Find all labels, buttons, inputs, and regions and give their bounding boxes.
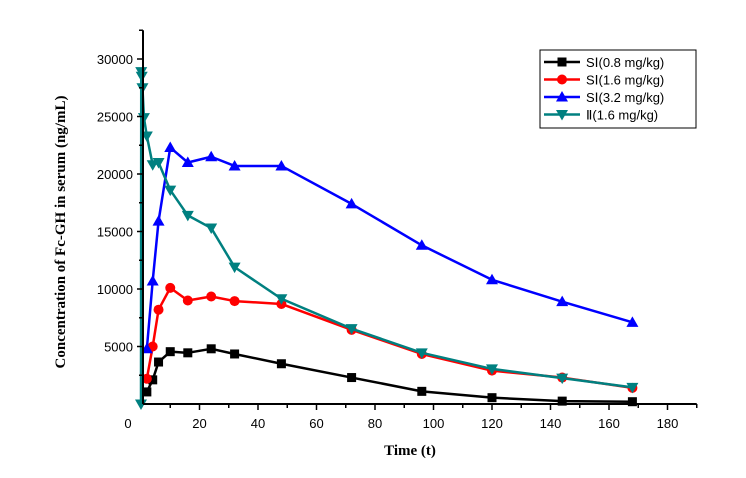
x-tick-label: 60 bbox=[309, 416, 323, 431]
data-point bbox=[148, 375, 158, 385]
data-point bbox=[417, 386, 427, 396]
legend-marker bbox=[557, 74, 567, 85]
legend-label: SⅠ(0.8 mg/kg) bbox=[586, 55, 664, 70]
x-tick-label: 20 bbox=[192, 416, 206, 431]
data-point bbox=[164, 185, 177, 197]
data-point bbox=[487, 393, 497, 403]
data-point bbox=[154, 357, 164, 367]
x-tick-label: 40 bbox=[251, 416, 265, 431]
x-ticks: 20 40 60 80 100 120 140 160 180 bbox=[169, 404, 698, 431]
legend-label: SⅠ(1.6 mg/kg) bbox=[586, 73, 664, 88]
data-point bbox=[206, 344, 216, 354]
legend-marker bbox=[556, 91, 568, 102]
data-point bbox=[230, 349, 240, 359]
x-tick-label: 180 bbox=[657, 416, 679, 431]
data-point bbox=[275, 159, 288, 171]
data-point bbox=[228, 262, 241, 274]
data-point bbox=[153, 304, 164, 315]
data-point bbox=[415, 348, 428, 359]
data-point bbox=[557, 396, 567, 406]
data-point bbox=[165, 347, 175, 357]
legend-item: Ⅱ(1.6 mg/kg) bbox=[544, 108, 658, 123]
data-point bbox=[146, 274, 159, 286]
data-point bbox=[206, 291, 217, 302]
legend-item: SⅠ(3.2 mg/kg) bbox=[544, 90, 664, 105]
axes: 20 40 60 80 100 120 140 160 180 5000 10000 15000 20… bbox=[97, 29, 698, 431]
data-point bbox=[347, 373, 357, 383]
series-0 bbox=[142, 344, 637, 407]
y-axis-title: Concentration of Fc-GH in serum (ng/mL) bbox=[53, 96, 69, 369]
data-point bbox=[486, 364, 498, 375]
data-point bbox=[152, 215, 165, 226]
data-point bbox=[345, 197, 358, 209]
data-point bbox=[205, 150, 218, 162]
data-point bbox=[135, 71, 148, 83]
y-tick-label: 10000 bbox=[97, 282, 133, 297]
y-tick-label: 20000 bbox=[97, 167, 133, 182]
y-ticks: 5000 10000 15000 20000 25000 30000 bbox=[97, 29, 143, 376]
legend-marker bbox=[557, 57, 567, 67]
data-point bbox=[556, 295, 569, 307]
x-tick-label: 140 bbox=[540, 416, 562, 431]
legend-marker bbox=[556, 110, 568, 121]
x-tick-label: 160 bbox=[598, 416, 620, 431]
data-point bbox=[165, 282, 176, 293]
data-point bbox=[276, 359, 286, 369]
y-tick-label: 25000 bbox=[97, 110, 133, 125]
data-point bbox=[626, 382, 639, 394]
data-point bbox=[182, 295, 193, 306]
legend-items: SⅠ(0.8 mg/kg) SⅠ(1.6 mg/kg) SⅠ(3.2 mg/kg) Ⅱ… bbox=[544, 55, 664, 123]
data-point bbox=[228, 159, 241, 171]
series-line bbox=[145, 146, 633, 349]
x-axis-title: Time (t) bbox=[384, 443, 436, 459]
x-tick-label: 100 bbox=[423, 416, 445, 431]
data-point bbox=[556, 373, 569, 385]
legend: SⅠ(0.8 mg/kg) SⅠ(1.6 mg/kg) SⅠ(3.2 mg/kg) Ⅱ… bbox=[539, 49, 697, 129]
legend-item: SⅠ(1.6 mg/kg) bbox=[544, 73, 664, 88]
data-point bbox=[626, 316, 639, 327]
y-tick-label: 30000 bbox=[97, 52, 133, 67]
x-origin-label: 0 bbox=[124, 416, 131, 431]
data-point bbox=[164, 141, 177, 153]
data-point bbox=[345, 324, 358, 335]
x-tick-label: 120 bbox=[481, 416, 503, 431]
data-point bbox=[152, 158, 165, 169]
y-tick-label: 15000 bbox=[97, 225, 133, 240]
data-point bbox=[415, 239, 428, 250]
series-2 bbox=[140, 141, 639, 354]
plot-series bbox=[135, 67, 639, 410]
legend-item: SⅠ(0.8 mg/kg) bbox=[544, 55, 664, 70]
data-point bbox=[183, 348, 193, 358]
data-point bbox=[181, 210, 194, 222]
x-tick-label: 80 bbox=[368, 416, 382, 431]
data-point bbox=[141, 373, 152, 384]
data-point bbox=[275, 294, 288, 305]
data-point bbox=[486, 273, 498, 285]
data-point bbox=[205, 223, 218, 235]
legend-label: SⅠ(3.2 mg/kg) bbox=[586, 90, 664, 105]
legend-label: Ⅱ(1.6 mg/kg) bbox=[586, 108, 658, 123]
data-point bbox=[181, 156, 194, 167]
y-tick-label: 5000 bbox=[104, 340, 133, 355]
data-point bbox=[229, 296, 240, 307]
data-point bbox=[142, 387, 152, 397]
data-point bbox=[627, 397, 637, 407]
